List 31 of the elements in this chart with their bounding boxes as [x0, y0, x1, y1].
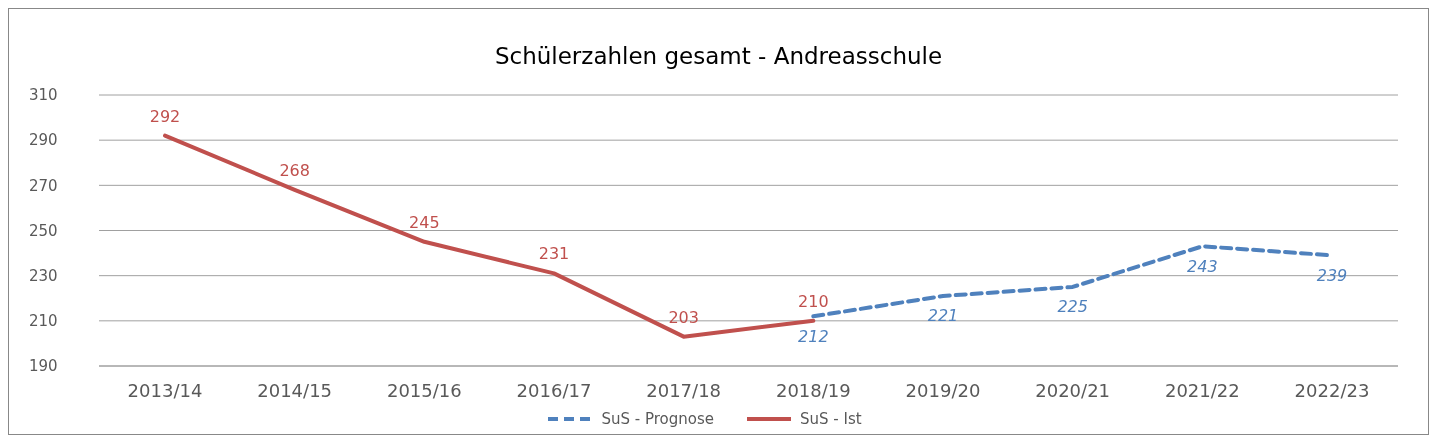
data-label: 225 — [1057, 297, 1088, 317]
data-label: 268 — [279, 160, 310, 180]
data-label: 210 — [798, 291, 829, 311]
x-tick-label: 2013/14 — [127, 379, 203, 401]
x-tick-label: 2022/23 — [1294, 379, 1370, 401]
data-label: 221 — [927, 306, 959, 326]
y-tick-label: 310 — [29, 86, 58, 105]
x-tick-label: 2019/20 — [905, 379, 981, 401]
legend-label: SuS - Ist — [798, 410, 862, 428]
x-tick-label: 2017/18 — [646, 379, 722, 401]
x-tick-label: 2020/21 — [1035, 379, 1111, 401]
data-label: 212 — [798, 326, 829, 346]
y-tick-label: 270 — [29, 176, 58, 195]
y-tick-label: 290 — [29, 131, 58, 150]
data-label: 203 — [668, 307, 699, 327]
y-tick-label: 190 — [29, 357, 58, 376]
y-tick-label: 250 — [29, 221, 58, 240]
x-tick-label: 2016/17 — [516, 379, 592, 401]
y-tick-label: 230 — [29, 266, 58, 285]
x-tick-label: 2014/15 — [257, 379, 333, 401]
chart-title: Schülerzahlen gesamt - Andreasschule — [493, 42, 944, 71]
x-tick-label: 2015/16 — [386, 379, 462, 401]
data-label: 292 — [149, 106, 181, 126]
data-label: 245 — [409, 212, 440, 232]
x-tick-label: 2021/22 — [1164, 379, 1240, 401]
data-label: 239 — [1316, 265, 1348, 285]
legend-label: SuS - Prognose — [600, 410, 714, 428]
y-tick-label: 210 — [29, 312, 58, 331]
data-label: 243 — [1187, 256, 1218, 276]
x-tick-label: 2018/19 — [775, 379, 851, 401]
data-label: 231 — [538, 244, 570, 264]
